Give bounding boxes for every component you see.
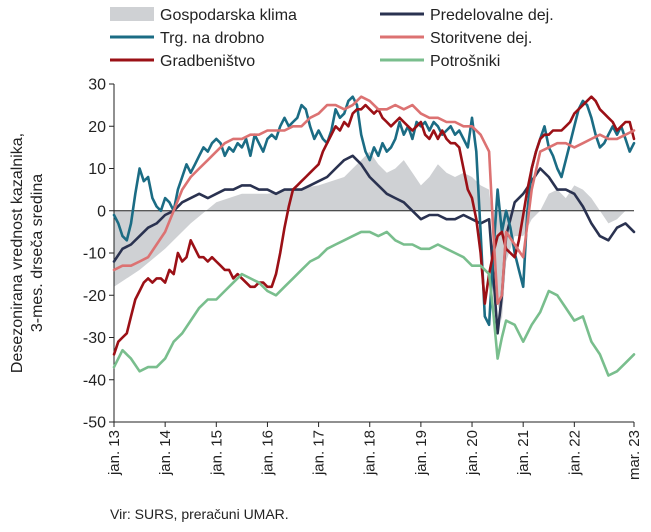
y-tick-label: -30 — [83, 330, 106, 347]
y-tick-label: -20 — [83, 288, 106, 305]
x-tick-label: jan. 13 — [106, 430, 123, 476]
x-tick-label: jan. 21 — [515, 430, 532, 476]
legend-label-predelovalne-dej: Predelovalne dej. — [430, 7, 554, 24]
y-tick-label: -50 — [83, 415, 106, 432]
y-axis-title: Desezonirana vrednost kazalnika, 3-mes. d… — [9, 133, 46, 373]
axes-layer: -50 -40 -30 -20 -10 0 10 20 30 jan. 13 jan. 14 jan.… — [83, 77, 643, 481]
legend-swatch-gospodarska-klima — [110, 7, 154, 21]
legend-label-storitvene-dej: Storitvene dej. — [430, 30, 532, 47]
y-tick-label: 0 — [97, 203, 106, 220]
series-line-storitvene-dej — [112, 95, 636, 306]
legend-label-gospodarska-klima: Gospodarska klima — [160, 7, 297, 24]
legend-label-trg-na-drobno: Trg. na drobno — [160, 30, 264, 47]
legend-label-potro-niki: Potrošniki — [430, 53, 500, 70]
series-line-potro-niki — [112, 230, 636, 377]
series-line-predelovalne-dej — [112, 154, 636, 335]
legend: Gospodarska klima Predelovalne dej. Trg. n… — [110, 7, 554, 70]
x-tick-label: jan. 18 — [362, 430, 379, 476]
legend-label-gradbeni-tvo: Gradbeništvo — [160, 53, 255, 70]
x-tick-label: mar. 23 — [626, 430, 643, 480]
series-line-trg-na-drobno — [112, 95, 636, 327]
y-tick-label: -40 — [83, 372, 106, 389]
y-tick-label: 30 — [88, 77, 106, 94]
y-tick-label: -10 — [83, 246, 106, 263]
x-tick-label: jan. 20 — [464, 430, 481, 476]
line-series-layer — [112, 95, 636, 377]
x-tick-label: jan. 15 — [208, 430, 225, 476]
x-tick-label: jan. 17 — [311, 430, 328, 476]
x-tick-label: jan. 16 — [259, 430, 276, 476]
y-tick-label: 20 — [88, 119, 106, 136]
series-line-gradbeni-tvo — [112, 95, 636, 356]
source-note: Vir: SURS, preračuni UMAR. — [110, 506, 289, 522]
y-tick-label: 10 — [88, 161, 106, 178]
x-tick-label: jan. 19 — [413, 430, 430, 476]
y-axis-title-line: Desezonirana vrednost kazalnika, — [9, 133, 26, 373]
x-tick-label: jan. 22 — [566, 430, 583, 476]
y-axis-title-line: 3-mes. drseča sredina — [29, 174, 46, 332]
line-chart: -50 -40 -30 -20 -10 0 10 20 30 jan. 13 jan. 14 jan.… — [9, 7, 643, 481]
x-tick-label: jan. 14 — [157, 430, 174, 476]
